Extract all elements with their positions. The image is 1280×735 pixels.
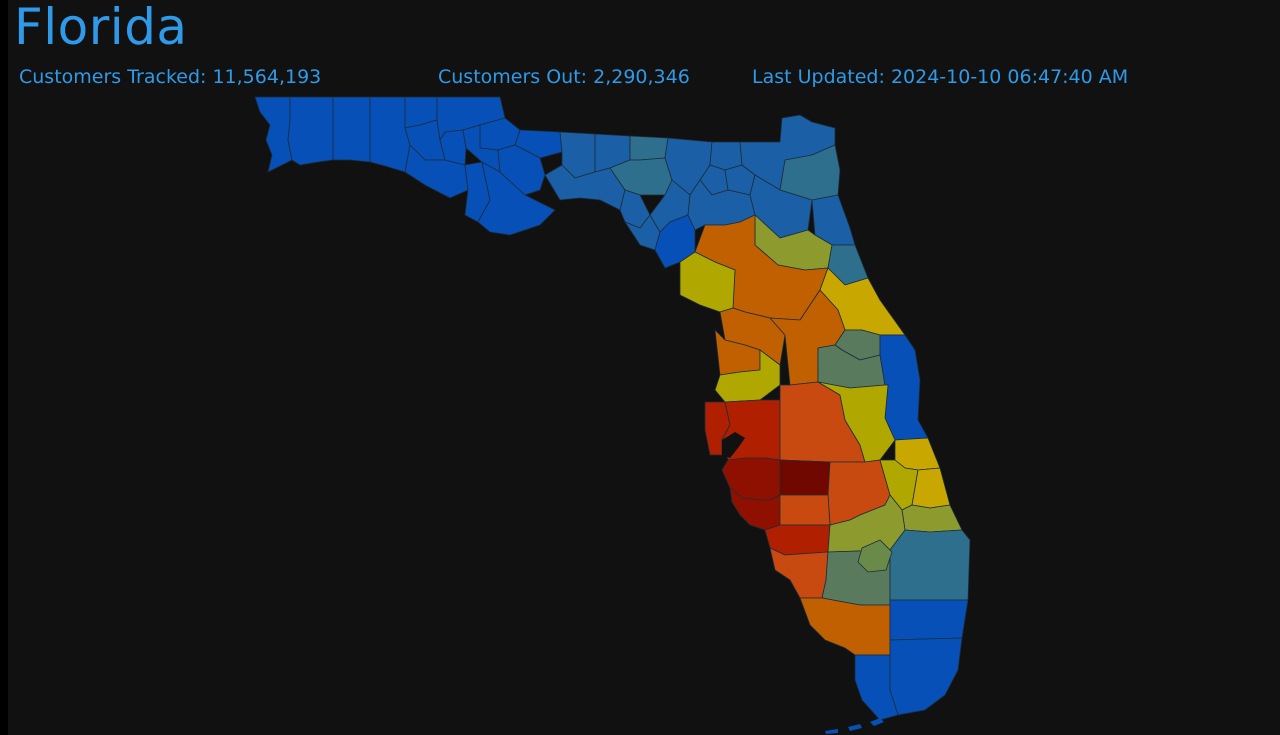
- county-martin[interactable]: [901, 504, 963, 533]
- florida-keys-island: [825, 729, 838, 734]
- county-walton[interactable]: [369, 96, 411, 173]
- left-edge-strip: [0, 0, 8, 735]
- tampa-bay-water: [722, 432, 745, 458]
- county-broward[interactable]: [889, 599, 969, 641]
- county-collier[interactable]: [799, 597, 891, 656]
- county-okaloosa[interactable]: [332, 96, 371, 163]
- lake-okeechobee: [857, 539, 893, 573]
- county-st-lucie[interactable]: [911, 467, 951, 509]
- county-wakulla[interactable]: [497, 144, 546, 196]
- customers-tracked-label: Customers Tracked:: [19, 66, 213, 88]
- county-miami-dade[interactable]: [889, 637, 963, 716]
- page-title: Florida: [14, 0, 188, 56]
- customers-out-stat: Customers Out: 2,290,346: [438, 65, 690, 89]
- county-monroe[interactable]: [854, 654, 899, 721]
- customers-tracked-value: 11,564,193: [212, 66, 322, 88]
- county-hardee[interactable]: [779, 459, 831, 496]
- county-hamilton[interactable]: [629, 135, 669, 161]
- county-lee[interactable]: [769, 547, 829, 599]
- county-palm-beach[interactable]: [889, 529, 971, 601]
- customers-tracked-stat: Customers Tracked: 11,564,193: [19, 65, 321, 89]
- last-updated-label: Last Updated:: [752, 66, 891, 88]
- florida-keys-island: [848, 724, 862, 731]
- county-osceola[interactable]: [817, 381, 896, 463]
- florida-keys-island: [870, 718, 884, 726]
- last-updated-stat: Last Updated: 2024-10-10 06:47:40 AM: [752, 65, 1128, 89]
- county-desoto[interactable]: [779, 494, 831, 526]
- customers-out-value: 2,290,346: [593, 66, 690, 88]
- last-updated-value: 2024-10-10 06:47:40 AM: [890, 66, 1129, 88]
- county-escambia[interactable]: [254, 96, 293, 173]
- county-pasco[interactable]: [714, 349, 781, 403]
- county-santa-rosa[interactable]: [287, 96, 334, 166]
- customers-out-label: Customers Out:: [438, 66, 594, 88]
- county-baker[interactable]: [709, 141, 743, 171]
